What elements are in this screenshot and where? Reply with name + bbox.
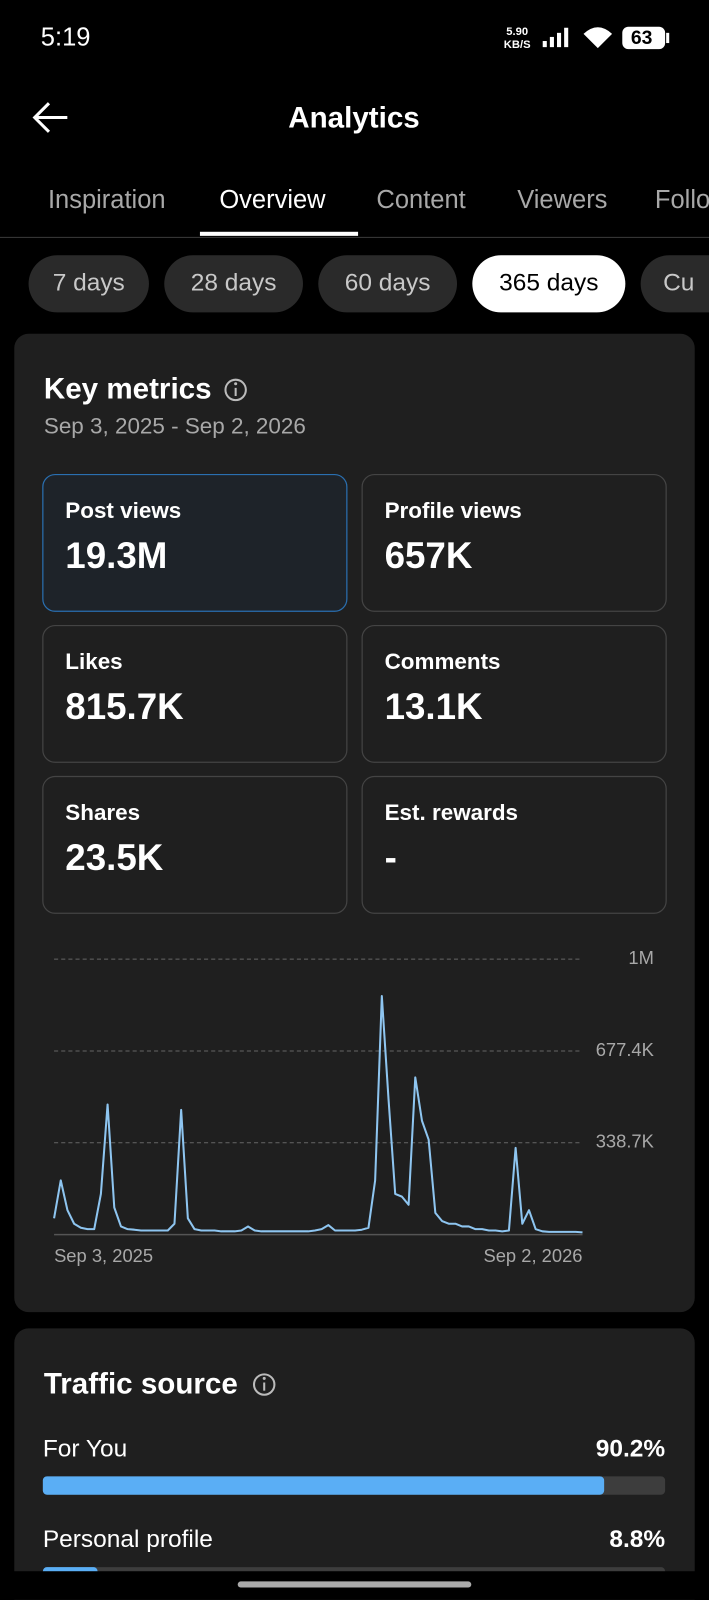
divider	[0, 236, 709, 238]
metric-label: Likes	[65, 649, 122, 674]
net-speed: 5.90	[506, 26, 528, 38]
range-chip-label: 28 days	[191, 269, 277, 296]
metric-value: -	[385, 837, 397, 878]
tab-active[interactable]: Overview	[219, 186, 326, 214]
range-chip[interactable]	[28, 255, 149, 313]
tab[interactable]: Follo	[655, 186, 709, 214]
range-chip-label: 365 days	[499, 269, 598, 296]
chart: 338.7K 677.4K 1M Sep 3, 2025 Sep 2, 2026	[53, 947, 655, 1266]
traffic-value: 8.8%	[609, 1526, 665, 1553]
range-chip-label: 60 days	[345, 269, 431, 296]
metric-label: Profile views	[385, 498, 522, 523]
y-tick-label: 1M	[628, 947, 654, 968]
traffic-name: For You	[43, 1435, 127, 1462]
x-tick-label: Sep 2, 2026	[483, 1245, 582, 1266]
metric-label: Comments	[385, 649, 501, 674]
metric-card[interactable]	[361, 775, 667, 914]
battery-tip	[666, 32, 670, 44]
traffic-value: 90.2%	[596, 1435, 666, 1462]
metric-value: 815.7K	[65, 686, 184, 727]
metric-cards: Post views 19.3M Profile views 657K Likes 815…	[42, 473, 667, 914]
signal-icon	[542, 27, 569, 48]
range-chip[interactable]	[164, 255, 303, 313]
metric-value: 19.3M	[65, 535, 167, 576]
range-chip[interactable]	[640, 255, 709, 313]
date-range: Sep 3, 2025 - Sep 2, 2026	[44, 414, 306, 439]
tab[interactable]: Viewers	[517, 186, 607, 214]
metric-card[interactable]	[42, 473, 348, 612]
metric-label: Post views	[65, 498, 181, 523]
card-title: Traffic source	[44, 1367, 238, 1400]
traffic-name: Personal profile	[43, 1526, 213, 1553]
metric-card[interactable]	[42, 624, 348, 763]
metric-label: Est. rewards	[385, 800, 518, 825]
status-time: 5:19	[41, 24, 91, 52]
metric-card[interactable]	[361, 473, 667, 612]
battery-icon	[622, 26, 666, 50]
metric-value: 657K	[385, 535, 473, 576]
back-button[interactable]	[32, 102, 68, 133]
traffic-source-card	[14, 1328, 695, 1600]
tab[interactable]: Inspiration	[48, 186, 166, 214]
home-indicator	[237, 1581, 472, 1588]
series-line	[53, 995, 583, 1234]
metric-card[interactable]	[42, 775, 348, 914]
range-chip[interactable]	[318, 255, 458, 313]
y-tick-label: 338.7K	[596, 1131, 655, 1152]
info-icon[interactable]	[224, 378, 247, 402]
page-title: Analytics	[288, 101, 420, 134]
info-icon[interactable]	[252, 1373, 276, 1396]
metric-label: Shares	[65, 800, 140, 825]
tab-indicator	[199, 231, 359, 236]
metric-value: 13.1K	[385, 686, 483, 727]
y-tick-label: 677.4K	[596, 1039, 655, 1060]
progress-bar	[42, 1476, 605, 1495]
battery-level: 63	[631, 27, 653, 49]
net-speed-unit: KB/S	[504, 39, 531, 51]
metric-value: 23.5K	[65, 837, 163, 878]
card-title: Key metrics	[44, 373, 212, 406]
range-chip-label: 7 days	[53, 269, 125, 296]
range-chip-label: Cu	[663, 269, 694, 296]
range-chip-active[interactable]	[472, 255, 626, 313]
tab[interactable]: Content	[376, 186, 465, 214]
x-tick-label: Sep 3, 2025	[54, 1245, 153, 1266]
wifi-icon	[583, 27, 613, 49]
metric-card[interactable]	[361, 624, 667, 763]
